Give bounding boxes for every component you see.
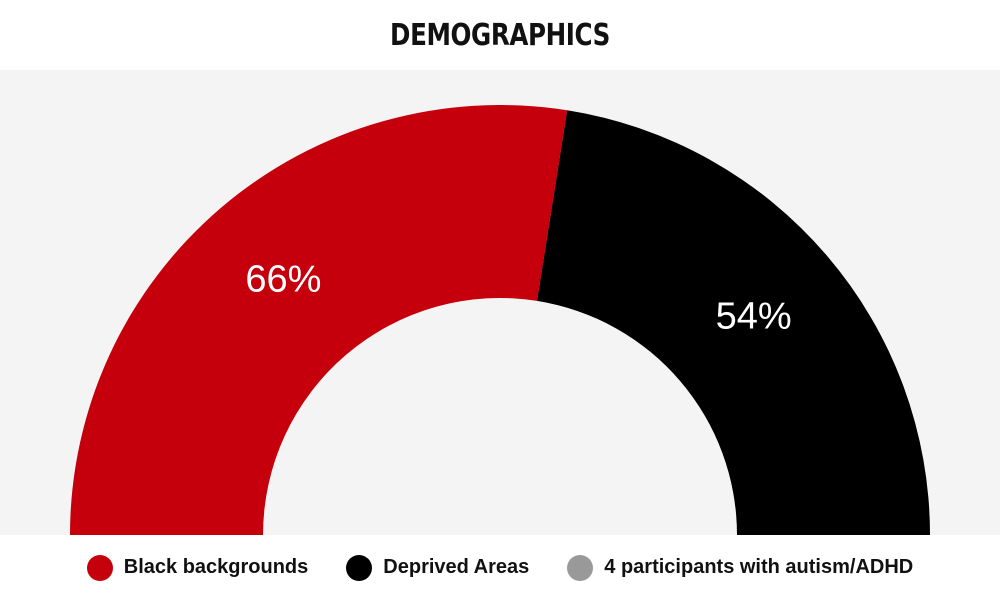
legend-swatch — [346, 554, 373, 581]
legend-item-2: Deprived Areas — [346, 554, 530, 581]
legend-swatch — [86, 554, 113, 581]
legend-label: Deprived Areas — [383, 556, 530, 578]
legend-label: Black backgrounds — [123, 556, 309, 578]
legend-item-1: Black backgrounds — [86, 554, 309, 581]
donut-chart: 66% 54% — [70, 104, 930, 535]
slice-value-label-2: 54% — [716, 295, 792, 337]
legend-label: 4 participants with autism/ADHD — [604, 556, 914, 578]
legend-item-3: 4 participants with autism/ADHD — [567, 554, 914, 581]
donut-slice-1 — [70, 104, 568, 535]
legend-swatch — [567, 554, 594, 581]
chart-title: DEMOGRAPHICS — [390, 17, 610, 53]
chart-panel: 66% 54% — [0, 70, 1000, 535]
donut-slice-2 — [537, 110, 930, 535]
chart-legend: Black backgrounds Deprived Areas 4 partici… — [0, 535, 1000, 600]
slice-value-label-1: 66% — [245, 258, 321, 300]
